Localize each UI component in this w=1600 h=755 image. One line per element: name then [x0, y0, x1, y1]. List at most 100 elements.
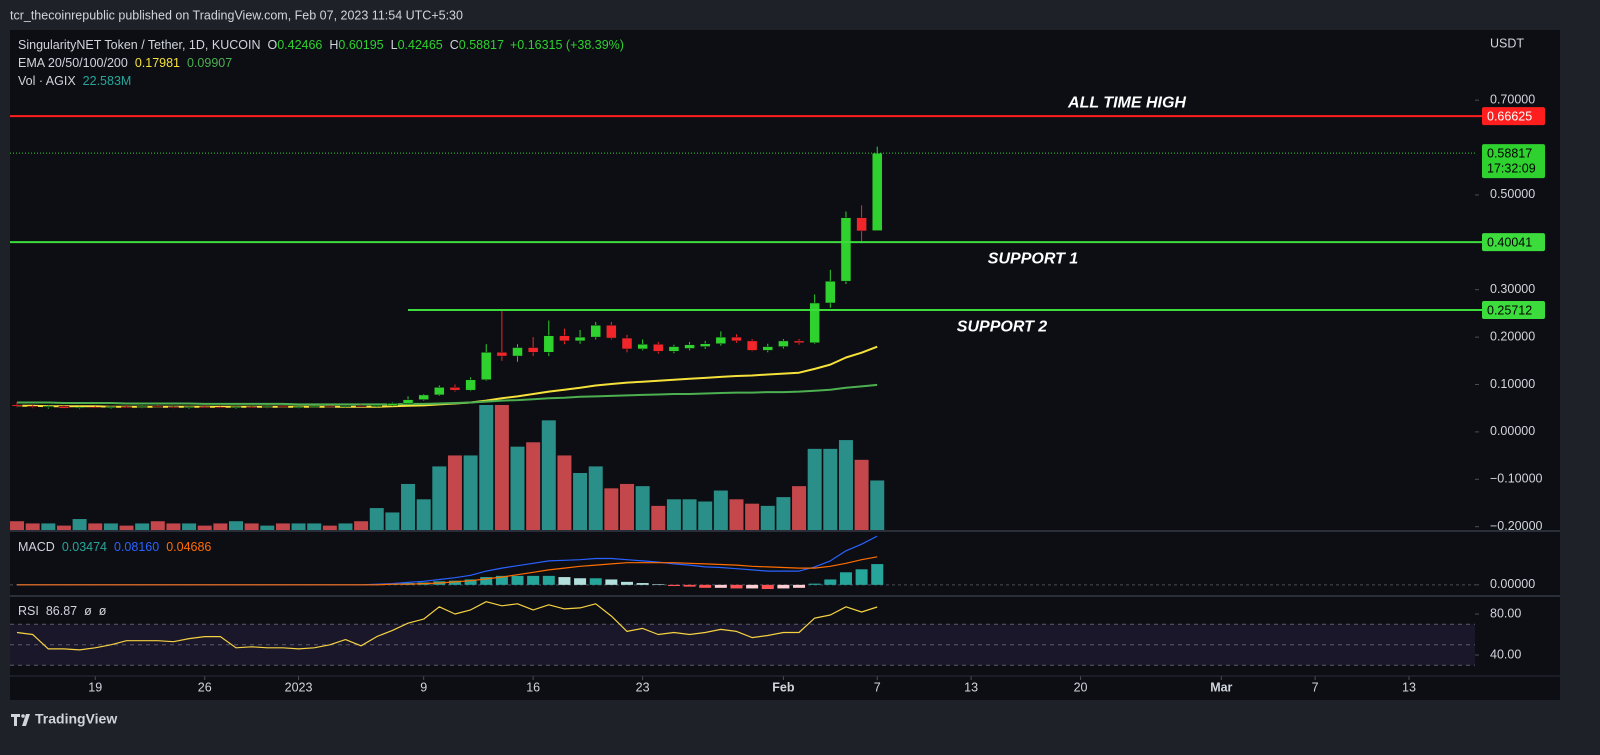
- volume-bar: [651, 505, 666, 530]
- volume-bar: [698, 501, 713, 530]
- y-tick-label: 0.20000: [1490, 329, 1535, 343]
- ohlc-value: 0.58817: [459, 38, 504, 52]
- macd-legend: MACD 0.03474 0.08160 0.04686: [18, 540, 211, 554]
- volume-bar: [41, 523, 56, 530]
- publisher-line: tcr_thecoinrepublic published on Trading…: [10, 8, 463, 22]
- countdown: 17:32:09: [1487, 161, 1536, 175]
- volume-bar: [385, 512, 400, 530]
- x-tick-label: 23: [636, 680, 650, 694]
- candle-body: [778, 340, 789, 347]
- volume-bar: [463, 455, 478, 530]
- candle-body: [387, 403, 398, 406]
- volume-bar: [682, 499, 697, 530]
- volume-bar: [573, 472, 588, 530]
- rsi-line: [16, 601, 878, 651]
- volume-bar: [635, 486, 650, 530]
- macd-histogram-bar: [793, 584, 806, 588]
- macd-hist-value: 0.03474: [62, 540, 107, 554]
- macd-histogram-bar: [605, 579, 618, 585]
- symbol-legend: SingularityNET Token / Tether, 1D, KUCOI…: [18, 38, 624, 52]
- volume-bar: [510, 446, 525, 530]
- volume-bar: [260, 525, 275, 530]
- candle-body: [168, 406, 179, 409]
- price-tag: [1482, 107, 1545, 126]
- volume-bar: [119, 525, 134, 530]
- rsi-legend: RSI 86.87 ø ø: [18, 604, 107, 618]
- candle-body: [699, 343, 711, 347]
- macd-histogram-bar: [652, 584, 665, 585]
- volume-bar: [401, 483, 416, 530]
- macd-histogram-bar: [808, 583, 821, 585]
- volume-bar: [416, 499, 431, 530]
- volume-bar: [354, 521, 369, 530]
- candle-body: [480, 352, 492, 381]
- candle-body: [559, 335, 570, 342]
- x-tick-label: 16: [526, 680, 540, 694]
- macd-value: 0.08160: [114, 540, 159, 554]
- candle-body: [871, 152, 883, 231]
- price-tag-label: 0.25712: [1487, 303, 1532, 317]
- volume-bar: [588, 466, 603, 530]
- ohlc-value: 0.42466: [277, 38, 322, 52]
- macd-histogram-bar: [855, 569, 868, 585]
- x-tick-label: 9: [420, 680, 427, 694]
- last-price-label: 0.58817: [1487, 146, 1532, 160]
- symbol: SingularityNET Token / Tether, 1D, KUCOI…: [18, 38, 260, 52]
- level-annotation: ALL TIME HIGH: [1067, 94, 1186, 111]
- ohlc-value: 0.42465: [398, 38, 443, 52]
- logo-shape: [21, 714, 25, 718]
- candle-body: [89, 407, 101, 409]
- x-tick-label: 2023: [285, 680, 313, 694]
- ohlc-key: O: [267, 38, 277, 52]
- macd-histogram-bar: [730, 584, 743, 589]
- volume-bar: [526, 442, 541, 530]
- volume-bar: [197, 525, 212, 530]
- candle-body: [762, 346, 774, 351]
- volume-bar: [776, 497, 791, 530]
- candle-body: [136, 406, 148, 408]
- candle-body: [43, 406, 54, 408]
- rsi-name: RSI: [18, 604, 39, 618]
- candle-body: [606, 325, 617, 339]
- volume-bar: [291, 523, 306, 530]
- x-tick-label: 13: [964, 680, 978, 694]
- candle-body: [825, 280, 836, 304]
- macd-histogram-bar: [839, 572, 852, 585]
- volume-value: 22.583M: [83, 74, 132, 88]
- candle-body: [543, 335, 555, 353]
- macd-histogram-bar: [527, 575, 540, 585]
- y-tick-label: −0.20000: [1490, 519, 1543, 533]
- ema-name: EMA 20/50/100/200: [18, 56, 128, 70]
- candle-body: [355, 405, 367, 408]
- macd-histogram-bar: [620, 581, 633, 585]
- volume-bar: [10, 521, 25, 530]
- chart-panel: [10, 30, 1560, 700]
- rsi-extra: ø: [84, 604, 92, 618]
- y-tick-label: 0.70000: [1490, 92, 1535, 106]
- ohlc-key: L: [391, 38, 398, 52]
- volume-bar: [479, 405, 494, 530]
- candle-body: [434, 387, 445, 396]
- price-tag: [1482, 301, 1545, 320]
- plot-layer: 0.70000 0.50000 0.30000 0.20000 0.10000 0.000…: [10, 92, 1545, 694]
- y-tick-label: 0.30000: [1490, 282, 1535, 296]
- candle-body: [465, 379, 476, 391]
- volume-bar: [307, 523, 322, 530]
- macd-histogram-bar: [714, 584, 727, 588]
- volume-bar: [792, 486, 807, 530]
- volume-bar: [447, 455, 462, 530]
- x-tick-label: Mar: [1210, 680, 1232, 694]
- candle-body: [731, 336, 742, 342]
- volume-bar: [25, 523, 40, 530]
- macd-histogram-bar: [511, 575, 524, 585]
- level-annotation: SUPPORT 2: [957, 318, 1048, 335]
- volume-bar: [166, 523, 181, 530]
- volume-bar: [150, 521, 165, 530]
- macd-histogram-bar: [558, 577, 571, 585]
- logo-shape: [11, 714, 20, 726]
- candle-body: [449, 387, 461, 391]
- candle-body: [121, 406, 132, 409]
- price-tag: [1482, 233, 1545, 252]
- candle-body: [371, 405, 383, 407]
